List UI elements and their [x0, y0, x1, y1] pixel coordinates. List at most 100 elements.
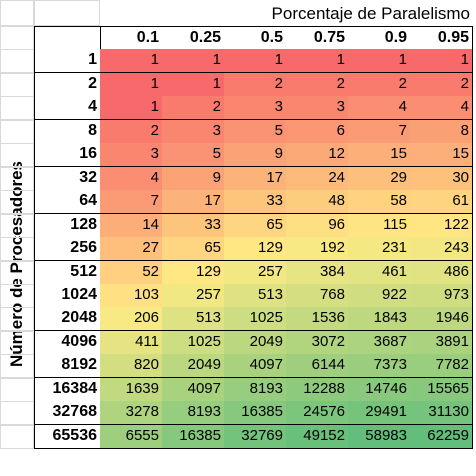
data-cell[interactable]: 1	[410, 49, 473, 73]
data-cell[interactable]: 9	[162, 167, 225, 191]
data-cell[interactable]: 129	[162, 261, 225, 285]
data-cell[interactable]: 1	[162, 49, 225, 73]
data-cell[interactable]: 2049	[224, 331, 287, 355]
data-cell[interactable]: 27	[100, 237, 163, 261]
data-cell[interactable]: 231	[348, 237, 411, 261]
data-cell[interactable]: 8193	[224, 378, 287, 402]
data-cell[interactable]: 7782	[410, 354, 473, 378]
data-cell[interactable]: 1536	[286, 307, 349, 331]
data-cell[interactable]: 3278	[100, 401, 163, 425]
data-cell[interactable]: 5	[162, 143, 225, 167]
data-cell[interactable]: 14	[100, 214, 163, 238]
data-cell[interactable]: 17	[162, 190, 225, 214]
data-cell[interactable]: 9	[224, 143, 287, 167]
data-cell[interactable]: 6	[286, 120, 349, 144]
data-cell[interactable]: 1	[286, 49, 349, 73]
data-cell[interactable]: 16385	[224, 401, 287, 425]
row-header[interactable]: 32768	[34, 401, 101, 425]
data-cell[interactable]: 122	[410, 214, 473, 238]
data-cell[interactable]: 58	[348, 190, 411, 214]
data-cell[interactable]: 33	[224, 190, 287, 214]
column-axis-title[interactable]: Porcentaje de Paralelismo	[271, 4, 470, 23]
data-cell[interactable]: 4097	[224, 354, 287, 378]
data-cell[interactable]: 7	[100, 190, 163, 214]
data-cell[interactable]: 8193	[162, 401, 225, 425]
data-cell[interactable]: 103	[100, 284, 163, 308]
column-header[interactable]: 0.25	[162, 26, 225, 50]
data-cell[interactable]: 2	[410, 73, 473, 97]
data-cell[interactable]: 15	[348, 143, 411, 167]
data-cell[interactable]: 1	[100, 96, 163, 120]
data-cell[interactable]: 24576	[286, 401, 349, 425]
row-header[interactable]: 128	[34, 214, 101, 238]
row-header[interactable]: 4	[34, 96, 101, 120]
data-cell[interactable]: 6144	[286, 354, 349, 378]
data-cell[interactable]: 65	[162, 237, 225, 261]
data-cell[interactable]: 62259	[410, 425, 473, 449]
data-cell[interactable]: 206	[100, 307, 163, 331]
data-cell[interactable]: 115	[348, 214, 411, 238]
data-cell[interactable]: 32769	[224, 425, 287, 449]
data-cell[interactable]: 3072	[286, 331, 349, 355]
data-cell[interactable]: 1	[348, 49, 411, 73]
data-cell[interactable]: 7	[348, 120, 411, 144]
data-cell[interactable]: 65	[224, 214, 287, 238]
data-cell[interactable]: 3687	[348, 331, 411, 355]
data-cell[interactable]: 461	[348, 261, 411, 285]
data-cell[interactable]: 1025	[162, 331, 225, 355]
data-cell[interactable]: 52	[100, 261, 163, 285]
column-header[interactable]: 0.1	[100, 26, 163, 50]
data-cell[interactable]: 2	[100, 120, 163, 144]
column-header[interactable]: 0.95	[410, 26, 473, 50]
data-cell[interactable]: 31130	[410, 401, 473, 425]
data-cell[interactable]: 129	[224, 237, 287, 261]
row-header[interactable]: 8	[34, 120, 101, 144]
data-cell[interactable]: 1946	[410, 307, 473, 331]
row-header[interactable]: 1024	[34, 284, 101, 308]
data-cell[interactable]: 4	[100, 167, 163, 191]
row-header[interactable]: 256	[34, 237, 101, 261]
data-cell[interactable]: 820	[100, 354, 163, 378]
data-cell[interactable]: 8	[410, 120, 473, 144]
data-cell[interactable]: 58983	[348, 425, 411, 449]
data-cell[interactable]: 4	[348, 96, 411, 120]
data-cell[interactable]: 192	[286, 237, 349, 261]
row-header[interactable]: 1	[34, 49, 101, 73]
data-cell[interactable]: 12288	[286, 378, 349, 402]
data-cell[interactable]: 2	[286, 73, 349, 97]
data-cell[interactable]: 3891	[410, 331, 473, 355]
data-cell[interactable]: 1025	[224, 307, 287, 331]
row-header[interactable]: 32	[34, 167, 101, 191]
data-cell[interactable]: 33	[162, 214, 225, 238]
data-cell[interactable]: 49152	[286, 425, 349, 449]
row-header[interactable]: 16384	[34, 378, 101, 402]
row-header[interactable]: 512	[34, 261, 101, 285]
data-cell[interactable]: 4097	[162, 378, 225, 402]
data-cell[interactable]: 486	[410, 261, 473, 285]
data-cell[interactable]: 257	[162, 284, 225, 308]
data-cell[interactable]: 17	[224, 167, 287, 191]
data-cell[interactable]: 513	[224, 284, 287, 308]
row-header[interactable]: 64	[34, 190, 101, 214]
data-cell[interactable]: 3	[286, 96, 349, 120]
row-header[interactable]: 4096	[34, 331, 101, 355]
data-cell[interactable]: 973	[410, 284, 473, 308]
data-cell[interactable]: 15	[410, 143, 473, 167]
data-cell[interactable]: 30	[410, 167, 473, 191]
column-header[interactable]: 0.5	[224, 26, 287, 50]
data-cell[interactable]: 243	[410, 237, 473, 261]
data-cell[interactable]: 14746	[348, 378, 411, 402]
data-cell[interactable]: 1	[162, 73, 225, 97]
data-cell[interactable]: 24	[286, 167, 349, 191]
data-cell[interactable]: 29491	[348, 401, 411, 425]
data-cell[interactable]: 16385	[162, 425, 225, 449]
data-cell[interactable]: 15565	[410, 378, 473, 402]
column-header[interactable]: 0.75	[286, 26, 349, 50]
data-cell[interactable]: 6555	[100, 425, 163, 449]
row-header[interactable]: 8192	[34, 354, 101, 378]
data-cell[interactable]: 3	[162, 120, 225, 144]
data-cell[interactable]: 2049	[162, 354, 225, 378]
data-cell[interactable]: 2	[348, 73, 411, 97]
data-cell[interactable]: 48	[286, 190, 349, 214]
column-header[interactable]: 0.9	[348, 26, 411, 50]
